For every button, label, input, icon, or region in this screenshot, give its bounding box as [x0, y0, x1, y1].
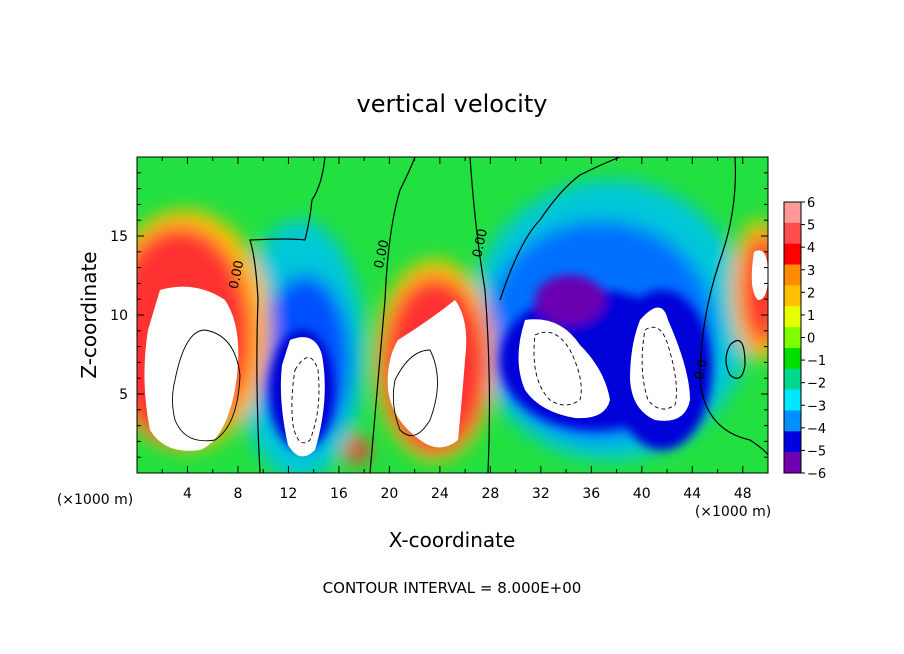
colorbar-swatch [784, 452, 801, 474]
contour-lines [172, 157, 768, 473]
x-tick-label: 32 [532, 486, 550, 502]
colorbar-label: 2 [807, 286, 815, 301]
colorbar-swatch [784, 368, 801, 391]
colorbar: 6 5 4 3 2 1 0 −1 −2 −3 −4 −5 −6 [783, 196, 826, 482]
colorbar-swatch [784, 222, 801, 245]
x-tick-label: 20 [380, 486, 398, 502]
colorbar-swatch [784, 306, 801, 328]
colorbar-label: 4 [807, 241, 815, 256]
colorbar-label: −1 [807, 354, 826, 369]
x-tick-label: 12 [280, 486, 298, 502]
colorbar-label: −3 [807, 399, 826, 414]
chart-title: vertical velocity [357, 90, 548, 118]
y-axis: 5 10 15 [110, 172, 768, 458]
colorbar-label: −2 [807, 377, 826, 392]
x-tick-label: 44 [683, 486, 701, 502]
colorbar-swatch [784, 264, 801, 286]
contour-label-1: 0.00 [372, 239, 393, 270]
colorbar-label: 5 [807, 219, 815, 234]
colorbar-label: −5 [807, 444, 826, 459]
colorbar-label: −6 [807, 467, 826, 482]
x-tick-label: 48 [734, 486, 752, 502]
x-unit-left: (×1000 m) [57, 492, 133, 508]
velocity-field [137, 180, 768, 473]
colorbar-label: 3 [807, 264, 815, 279]
x-tick-label: 24 [431, 486, 449, 502]
x-unit-right: (×1000 m) [695, 504, 771, 520]
x-axis-label: X-coordinate [389, 528, 516, 552]
colorbar-swatch [784, 410, 801, 432]
x-tick-label: 28 [481, 486, 499, 502]
y-axis-label: Z-coordinate [77, 251, 101, 378]
contour-label-3: 0.0 [692, 358, 711, 381]
negative-contours [291, 326, 677, 444]
colorbar-label: 6 [807, 196, 815, 211]
contour-label-2: 0.00 [470, 227, 491, 258]
colorbar-label: 0 [807, 332, 815, 347]
colorbar-swatch [784, 327, 801, 349]
colorbar-swatch [784, 202, 801, 224]
x-axis: 4 8 12 16 20 24 28 32 36 40 44 48 [136, 157, 769, 502]
colorbar-label: −4 [807, 422, 826, 437]
colorbar-label: 1 [807, 309, 815, 324]
colorbar-swatch [784, 285, 801, 307]
colorbar-swatch [784, 347, 801, 370]
y-tick-label: 15 [110, 229, 128, 245]
x-tick-label: 4 [183, 486, 192, 502]
colorbar-swatch [784, 389, 801, 411]
x-tick-label: 40 [633, 486, 651, 502]
contour-label-0: 0.00 [227, 259, 248, 290]
colorbar-swatch [784, 431, 801, 453]
y-tick-label: 10 [110, 308, 128, 324]
x-tick-label: 36 [582, 486, 600, 502]
colorbar-swatch [784, 243, 801, 266]
x-tick-label: 8 [233, 486, 242, 502]
contour-labels: 0.00 0.00 0.00 0.0 [227, 227, 711, 381]
y-tick-label: 5 [119, 387, 128, 403]
x-tick-label: 16 [330, 486, 348, 502]
contour-interval-note: CONTOUR INTERVAL = 8.000E+00 [323, 579, 582, 597]
plot-area: 0.00 0.00 0.00 0.0 [136, 156, 769, 474]
